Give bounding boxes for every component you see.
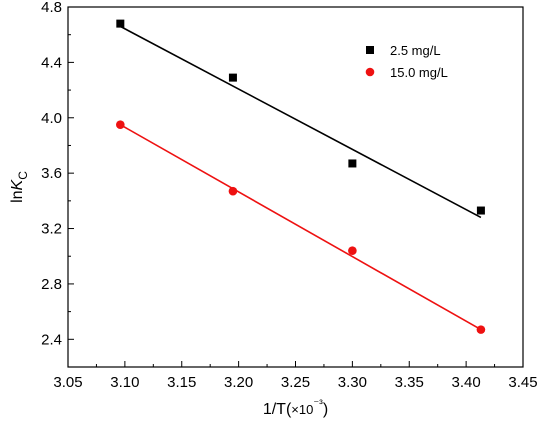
series-2 [116, 120, 486, 334]
y-axis-title: lnKC [9, 171, 30, 203]
y-tick-label: 2.4 [41, 331, 62, 348]
data-point [228, 186, 238, 196]
y-tick-label: 4.4 [41, 54, 62, 71]
data-point [348, 159, 357, 168]
data-point [476, 206, 485, 215]
x-tick-label: 3.30 [338, 374, 367, 391]
data-point [476, 325, 486, 334]
x-tick-label: 3.40 [452, 374, 481, 391]
x-tick-label: 3.20 [224, 374, 253, 391]
series-1 [116, 19, 485, 219]
legend: 2.5 mg/L 15.0 mg/L [365, 43, 448, 80]
y-tick-label: 4.0 [41, 110, 62, 127]
legend-label: 2.5 mg/L [390, 43, 441, 58]
data-point [348, 246, 357, 255]
x-tick-label: 3.45 [508, 374, 537, 391]
legend-marker [365, 67, 375, 77]
x-tick-label: 3.15 [167, 374, 196, 391]
legend-label: 15.0 mg/L [390, 65, 448, 80]
x-tick-label: 3.25 [281, 374, 310, 391]
y-tick-label: 3.6 [41, 165, 62, 182]
plot-frame [67, 6, 524, 368]
fit-line [119, 123, 482, 331]
y-tick-label: 3.2 [41, 221, 62, 238]
x-tick-label: 3.10 [110, 374, 139, 391]
data-point [116, 19, 125, 28]
x-tick-label: 3.05 [53, 374, 82, 391]
y-tick-label: 4.8 [41, 0, 62, 16]
data-point [116, 120, 125, 129]
legend-marker [366, 46, 374, 54]
fit-line [119, 25, 482, 219]
data-point [228, 73, 237, 82]
x-axis-title: 1/T(×10⁻³) [263, 398, 328, 418]
y-tick-label: 2.8 [41, 276, 62, 293]
x-tick-label: 3.35 [395, 374, 424, 391]
